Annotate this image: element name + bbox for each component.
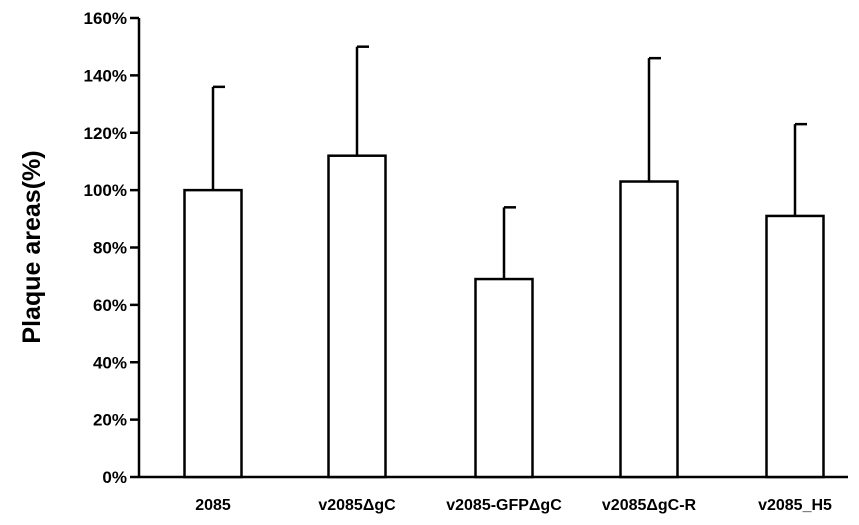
x-tick-label: 2085 (195, 497, 231, 514)
y-ticks: 0% 20% 40% 60% 80% 100% 120% 140% 160% (84, 9, 139, 487)
y-tick-label: 60% (93, 296, 127, 315)
bar (474, 277, 534, 479)
x-tick-label: v2085-GFPΔgC (446, 497, 562, 514)
error-bars (211, 45, 807, 280)
bar (619, 180, 679, 479)
bar (327, 154, 387, 479)
x-tick-label: v2085ΔgC (318, 497, 396, 514)
x-tick-label: v2085_H5 (758, 497, 832, 514)
x-tick-labels: 2085 v2085ΔgC v2085-GFPΔgC v2085ΔgC-R v2085_… (195, 497, 832, 514)
y-tick-label: 80% (93, 239, 127, 258)
bar (765, 214, 825, 479)
bars (183, 154, 825, 479)
bar (183, 188, 243, 479)
x-tick-label: v2085ΔgC-R (602, 497, 697, 514)
y-axis-title: Plaque areas(%) (18, 150, 46, 343)
y-tick-label: 140% (84, 66, 127, 85)
y-tick-label: 40% (93, 353, 127, 372)
y-tick-label: 20% (93, 411, 127, 430)
y-tick-label: 0% (102, 468, 127, 487)
y-tick-label: 100% (84, 181, 127, 200)
y-tick-label: 120% (84, 124, 127, 143)
y-tick-label: 160% (84, 9, 127, 28)
